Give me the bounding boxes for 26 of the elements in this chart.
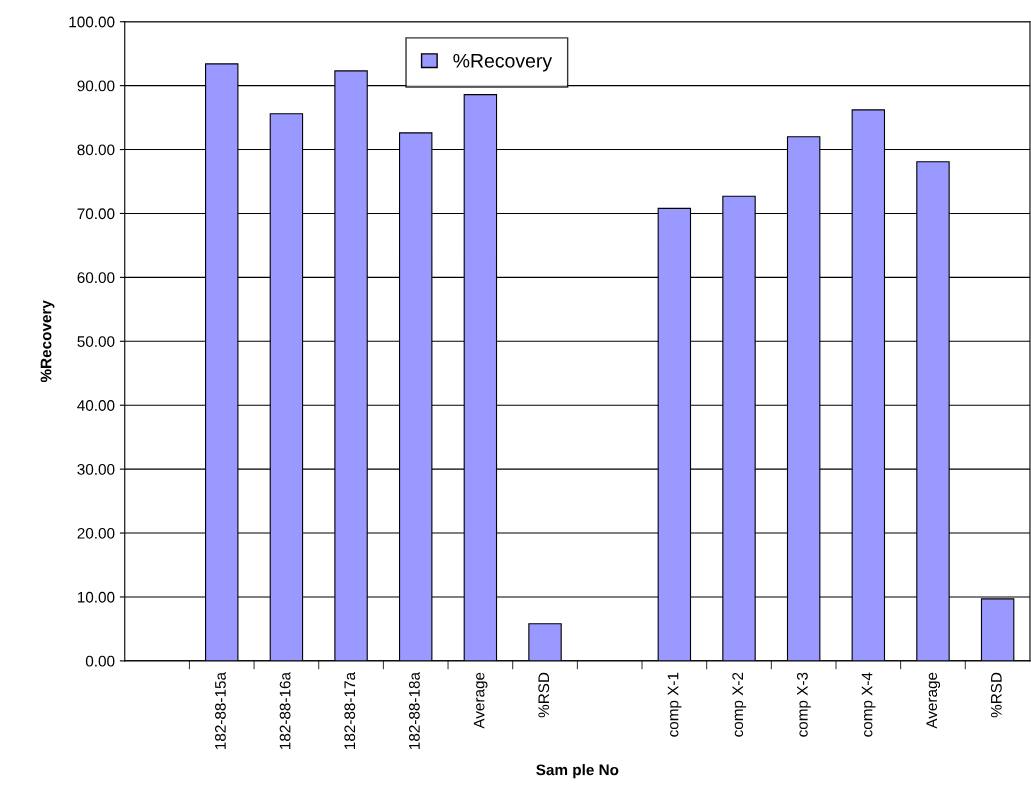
x-tick-label: 182-88-18a <box>409 671 420 749</box>
y-tick-label: 50.00 <box>77 336 115 347</box>
x-tick-label: 182-88-16a <box>279 671 291 749</box>
x-tick-label: comp X-1 <box>667 672 682 737</box>
x-tick-label: 182-88-17a <box>344 671 356 749</box>
x-tick-label: 182-88-15a <box>215 671 226 749</box>
y-tick-label: 70.00 <box>77 208 115 220</box>
y-tick-label: 40.00 <box>77 400 115 411</box>
x-axis-title: Sam ple No <box>536 764 619 779</box>
y-tick-label: 100.00 <box>69 16 115 28</box>
y-tick-label: 90.00 <box>77 80 115 92</box>
x-tick-label: Average <box>926 672 941 729</box>
y-tick-label: 60.00 <box>77 272 115 284</box>
y-tick-label: 20.00 <box>77 527 115 539</box>
x-tick-label: %RSD <box>990 672 1002 718</box>
y-tick-label: 30.00 <box>77 464 115 475</box>
y-tick-label: 10.00 <box>77 591 115 603</box>
legend-label: %Recovery <box>453 53 553 72</box>
y-tick-label: 0.00 <box>85 655 115 667</box>
x-tick-label: comp X-2 <box>732 672 747 737</box>
y-tick-label: 80.00 <box>77 144 115 156</box>
x-tick-label: Average <box>473 672 488 729</box>
x-tick-label: comp X-4 <box>861 672 876 737</box>
x-tick-label: comp X-3 <box>796 672 811 737</box>
y-axis-title: %Recovery <box>40 300 55 383</box>
x-tick-label: %RSD <box>538 672 550 718</box>
